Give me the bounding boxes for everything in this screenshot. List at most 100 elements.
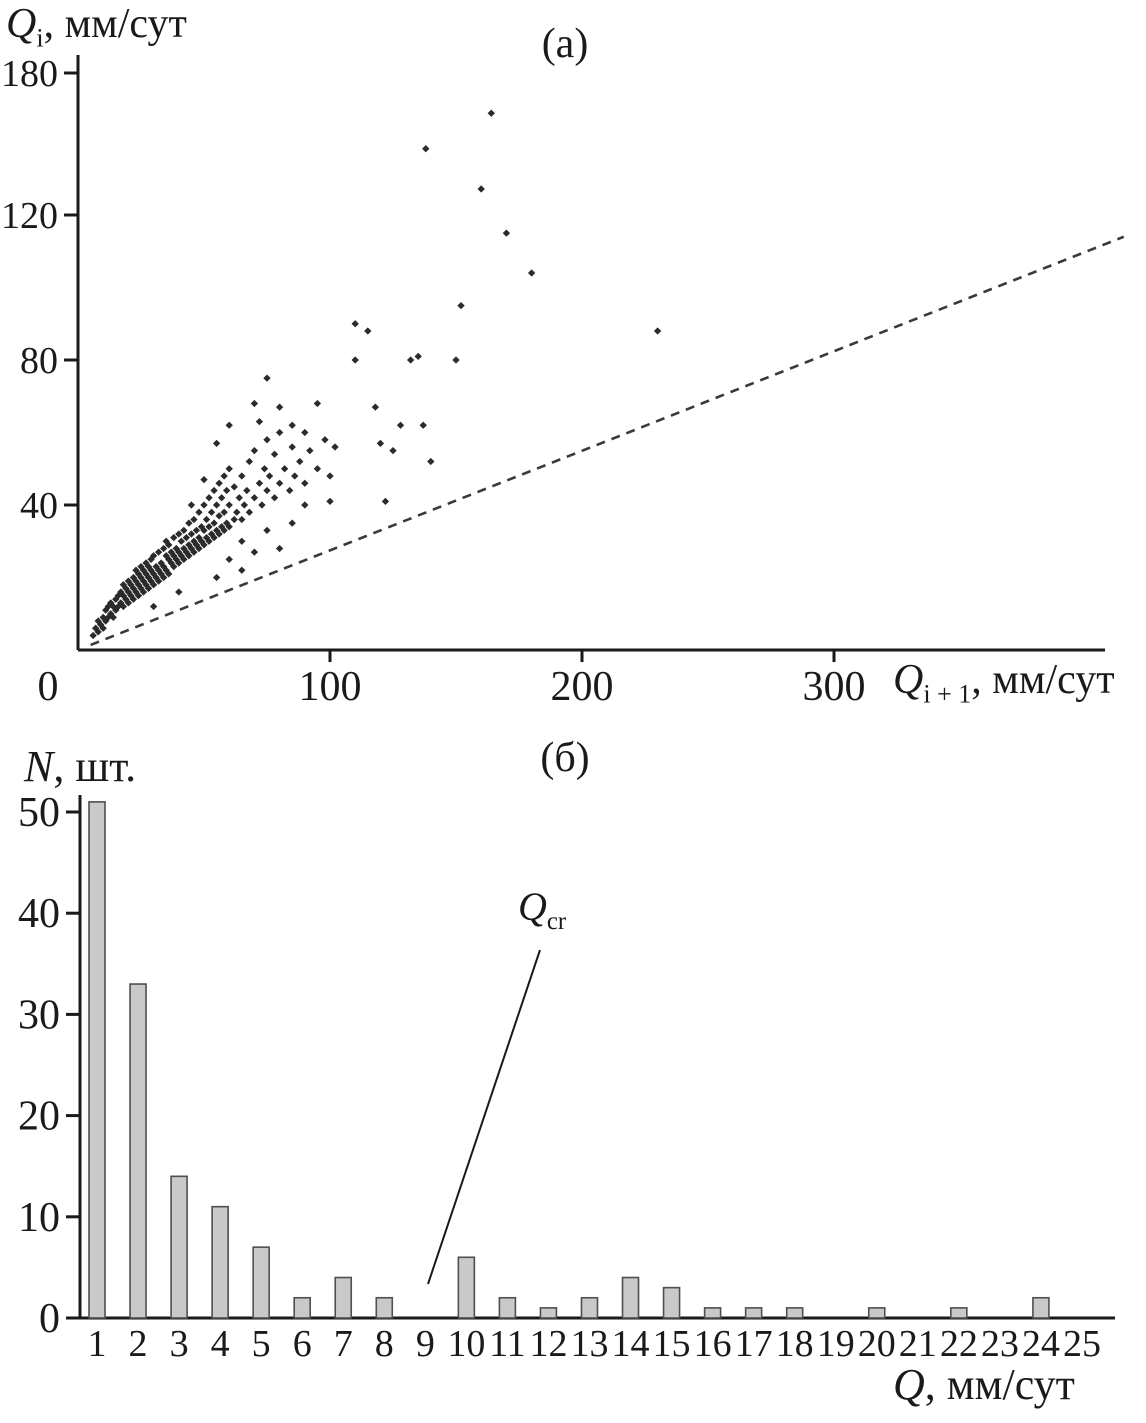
tick-label: 0	[39, 1296, 60, 1342]
scatter-point	[364, 327, 372, 335]
tick-label: 9	[416, 1323, 435, 1365]
scatter-point	[134, 591, 143, 600]
scatter-point	[220, 472, 228, 480]
scatter-point	[200, 475, 208, 484]
chart-a-y-axis-title: Qi, мм/сут	[6, 2, 187, 52]
tick-label: 120	[1, 195, 58, 237]
bar-24	[1032, 1296, 1050, 1319]
scatter-point	[187, 501, 196, 509]
scatter-point	[205, 537, 213, 545]
tick-label: 15	[653, 1323, 691, 1365]
scatter-point	[313, 465, 322, 473]
scatter-point	[180, 526, 188, 535]
scatter-point	[225, 555, 233, 564]
scatter-point	[160, 573, 168, 582]
tick-label: 13	[570, 1323, 608, 1365]
scatter-point	[250, 494, 259, 502]
bar-16	[703, 1307, 722, 1319]
scatter-point	[351, 320, 359, 328]
x-axis-title-a-subscript: i + 1	[923, 679, 972, 709]
scatter-point	[160, 544, 168, 553]
scatter-point	[238, 537, 246, 545]
chart-a-scatter: 40 80 120 180 0 100 200 300	[1, 53, 1125, 710]
qcr-annotation-label: Qcr	[518, 886, 566, 935]
scatter-point	[245, 457, 254, 466]
y-axis-title-b-symbol: N	[24, 742, 54, 791]
scatter-point	[275, 428, 284, 437]
scatter-point	[280, 465, 289, 473]
scatter-point	[263, 486, 271, 495]
tick-label: 21	[899, 1323, 937, 1365]
scatter-point	[419, 421, 427, 429]
tick-label: 100	[299, 664, 362, 710]
scatter-point	[202, 515, 211, 524]
scatter-point	[238, 472, 246, 480]
scatter-point	[452, 356, 460, 364]
scatter-point	[240, 501, 248, 509]
tick-label: 180	[1, 53, 58, 95]
scatter-point	[263, 436, 271, 444]
scatter-point	[215, 479, 223, 487]
x-axis-title-b-symbol: Q	[893, 1360, 925, 1409]
scatter-point	[215, 512, 223, 520]
tick-label: 5	[252, 1323, 271, 1365]
scatter-point	[225, 421, 233, 429]
bar-3	[170, 1175, 188, 1319]
bar-7	[334, 1276, 353, 1319]
scatter-point	[175, 588, 183, 596]
qcr-pointer-line	[427, 949, 541, 1285]
tick-label: 7	[334, 1323, 353, 1365]
scatter-points	[89, 109, 662, 640]
scatter-point	[288, 421, 296, 429]
scatter-point	[225, 501, 233, 509]
scatter-point	[258, 501, 266, 509]
tick-label: 4	[211, 1323, 230, 1365]
scatter-point	[255, 479, 264, 487]
bar-15	[662, 1286, 681, 1319]
tick-label: 80	[20, 340, 58, 382]
scatter-point	[288, 443, 296, 451]
scatter-point	[220, 508, 228, 516]
scatter-point	[243, 486, 251, 495]
scatter-point	[200, 501, 208, 509]
y-axis-title-b-units: , шт.	[53, 742, 137, 791]
scatter-point	[527, 269, 536, 277]
tick-label: 300	[803, 664, 866, 710]
tick-label: 20	[858, 1323, 896, 1365]
qcr-symbol: Q	[518, 884, 547, 929]
scatter-point	[326, 497, 334, 506]
scatter-point	[270, 450, 279, 458]
scatter-point	[331, 443, 339, 451]
scatter-point	[233, 508, 241, 516]
scatter-point	[296, 457, 304, 466]
scatter-point	[215, 530, 223, 538]
scatter-point	[212, 439, 221, 448]
scatter-point	[389, 446, 397, 455]
scatter-point	[263, 526, 271, 535]
bar-18	[785, 1307, 804, 1319]
scatter-point	[263, 374, 271, 382]
tick-label: 0	[38, 664, 59, 710]
scatter-point	[291, 472, 299, 480]
tick-label: 3	[170, 1323, 189, 1365]
scatter-point	[326, 472, 334, 480]
scatter-point	[288, 519, 296, 527]
scatter-point	[313, 399, 322, 408]
scatter-point	[270, 494, 279, 502]
bar-10	[457, 1256, 476, 1319]
bar-1	[88, 801, 106, 1319]
y-axis-title-a-subscript: i	[36, 23, 44, 53]
bar-8	[375, 1296, 394, 1319]
tick-label: 23	[981, 1323, 1019, 1365]
scatter-point	[180, 555, 188, 564]
tick-label: 10	[447, 1323, 485, 1365]
tick-label: 50	[18, 790, 60, 836]
scatter-point	[144, 584, 153, 593]
scatter-point	[301, 501, 309, 509]
chart-a-x-axis-title: Qi + 1, мм/сут	[893, 658, 1115, 708]
scatter-point	[250, 548, 259, 556]
scatter-point	[427, 457, 435, 466]
bar-12	[539, 1307, 558, 1319]
envelope-dashed-line	[90, 235, 1125, 647]
